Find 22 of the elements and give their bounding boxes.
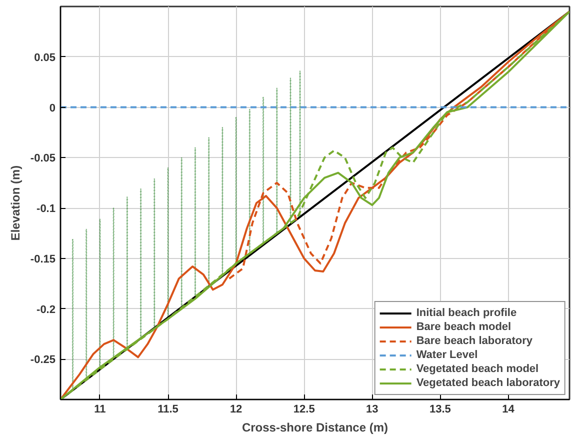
x-tick-label: 14 <box>502 404 516 416</box>
y-tick-label: -0.05 <box>30 152 56 165</box>
x-axis-title: Cross-shore Distance (m) <box>242 420 388 434</box>
legend-label: Initial beach profile <box>416 306 517 320</box>
legend-label: Bare beach model <box>416 320 512 334</box>
y-axis-title: Elevation (m) <box>8 165 22 241</box>
x-tick-label: 13 <box>366 404 378 416</box>
y-tick-label: 0 <box>49 102 56 114</box>
legend-label: Vegetated beach model <box>416 362 539 376</box>
y-tick-label: -0.1 <box>36 203 56 216</box>
x-tick-label: 13.5 <box>430 404 451 416</box>
y-tick-label: 0.05 <box>34 52 56 64</box>
y-tick-label: -0.25 <box>30 354 56 366</box>
legend-label: Vegetated beach laboratory <box>416 376 560 390</box>
x-tick-label: 12.5 <box>293 404 315 416</box>
x-tick-label: 12 <box>230 404 242 416</box>
y-tick-label: -0.2 <box>36 304 56 316</box>
legend-label: Water Level <box>416 348 478 362</box>
x-tick-label: 11.5 <box>158 404 178 416</box>
legend-label: Bare beach laboratory <box>416 334 532 348</box>
y-tick-label: -0.15 <box>30 253 56 266</box>
x-tick-label: 11 <box>94 404 106 416</box>
